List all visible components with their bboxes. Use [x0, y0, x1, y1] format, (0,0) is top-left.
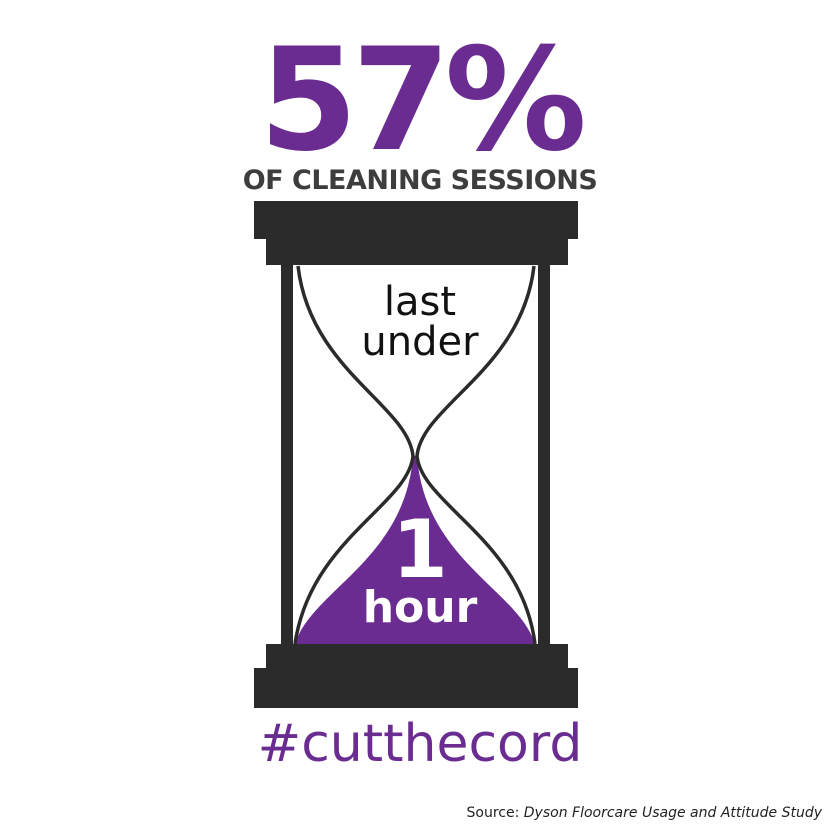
hashtag: #cutthecord — [257, 714, 583, 774]
hourglass-text-unit: hour — [362, 582, 478, 633]
hourglass-top-cap — [254, 201, 578, 265]
headline-subtitle: OF CLEANING SESSIONS — [242, 165, 598, 196]
hourglass-text-last: last — [383, 279, 457, 325]
hourglass-left-post — [281, 262, 293, 647]
hourglass-bottom-cap — [254, 644, 578, 708]
headline-stat: 57% — [259, 18, 587, 183]
source-citation: Source: Dyson Floorcare Usage and Attitu… — [467, 803, 822, 823]
hourglass-right-post — [538, 262, 550, 647]
hourglass-text-number: 1 — [392, 503, 448, 596]
hourglass-text-under: under — [361, 319, 479, 365]
hourglass-sand — [295, 456, 535, 644]
source-label: Source: — [466, 805, 520, 821]
source-title: Dyson Floorcare Usage and Attitude Study — [523, 805, 822, 821]
hourglass-glass — [293, 265, 537, 645]
